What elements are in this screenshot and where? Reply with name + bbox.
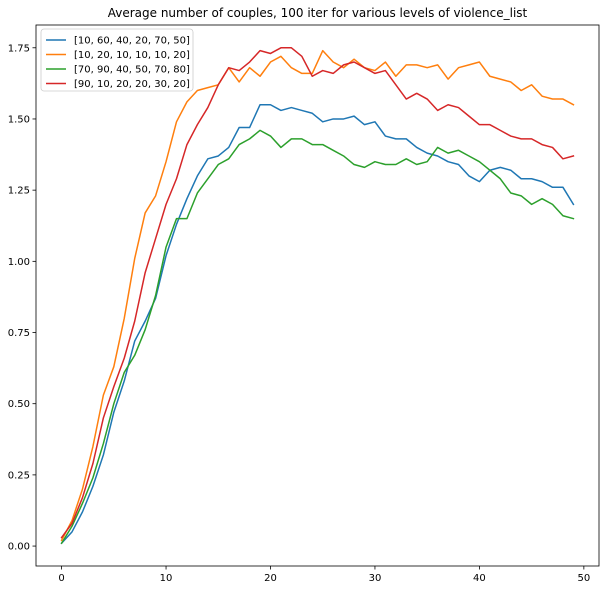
y-tick-label: 1.75 — [8, 43, 30, 54]
y-tick-label: 0.75 — [8, 328, 30, 339]
y-tick-label: 0.00 — [8, 542, 30, 553]
series-line-1 — [60, 103, 575, 545]
series-line-3 — [60, 129, 575, 545]
chart-title: Average number of couples, 100 iter for … — [108, 6, 528, 20]
legend-label: [10, 20, 10, 10, 10, 20] — [74, 50, 190, 61]
legend-label: [90, 10, 20, 20, 30, 20] — [74, 79, 190, 90]
y-axis: 0.00 0.25 0.50 0.75 1.00 1.25 1.50 1.75 — [8, 43, 36, 553]
legend-label: [10, 60, 40, 20, 70, 50] — [74, 36, 190, 47]
x-tick-label: 10 — [160, 573, 173, 584]
series-line-4 — [60, 47, 575, 539]
y-tick-label: 1.25 — [8, 186, 30, 197]
x-tick-label: 40 — [473, 573, 486, 584]
x-tick-label: 30 — [369, 573, 382, 584]
legend-label: [70, 90, 40, 50, 70, 80] — [74, 65, 190, 76]
y-tick-label: 0.50 — [8, 399, 30, 410]
axes-frame — [35, 24, 600, 567]
x-tick-label: 20 — [264, 573, 277, 584]
series-line-2 — [60, 49, 575, 542]
y-tick-label: 1.50 — [8, 114, 30, 125]
legend-box — [40, 28, 194, 92]
legend: [10, 60, 40, 20, 70, 50] [10, 20, 10, 10,… — [40, 28, 194, 92]
x-tick-label: 0 — [58, 573, 64, 584]
x-tick-label: 50 — [577, 573, 590, 584]
series-layer — [60, 47, 575, 545]
y-tick-label: 1.00 — [8, 257, 30, 268]
x-axis: 0 10 20 30 40 50 — [58, 566, 590, 584]
y-tick-label: 0.25 — [8, 470, 30, 481]
